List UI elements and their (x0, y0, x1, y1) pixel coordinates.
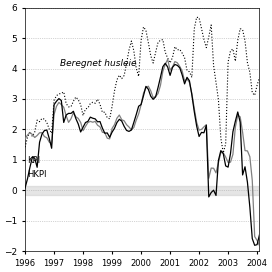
Text: KPI: KPI (27, 156, 41, 165)
Text: HKPI: HKPI (27, 170, 47, 179)
Bar (25, 186, 259, 195)
Text: Beregnet husleie: Beregnet husleie (60, 58, 136, 67)
